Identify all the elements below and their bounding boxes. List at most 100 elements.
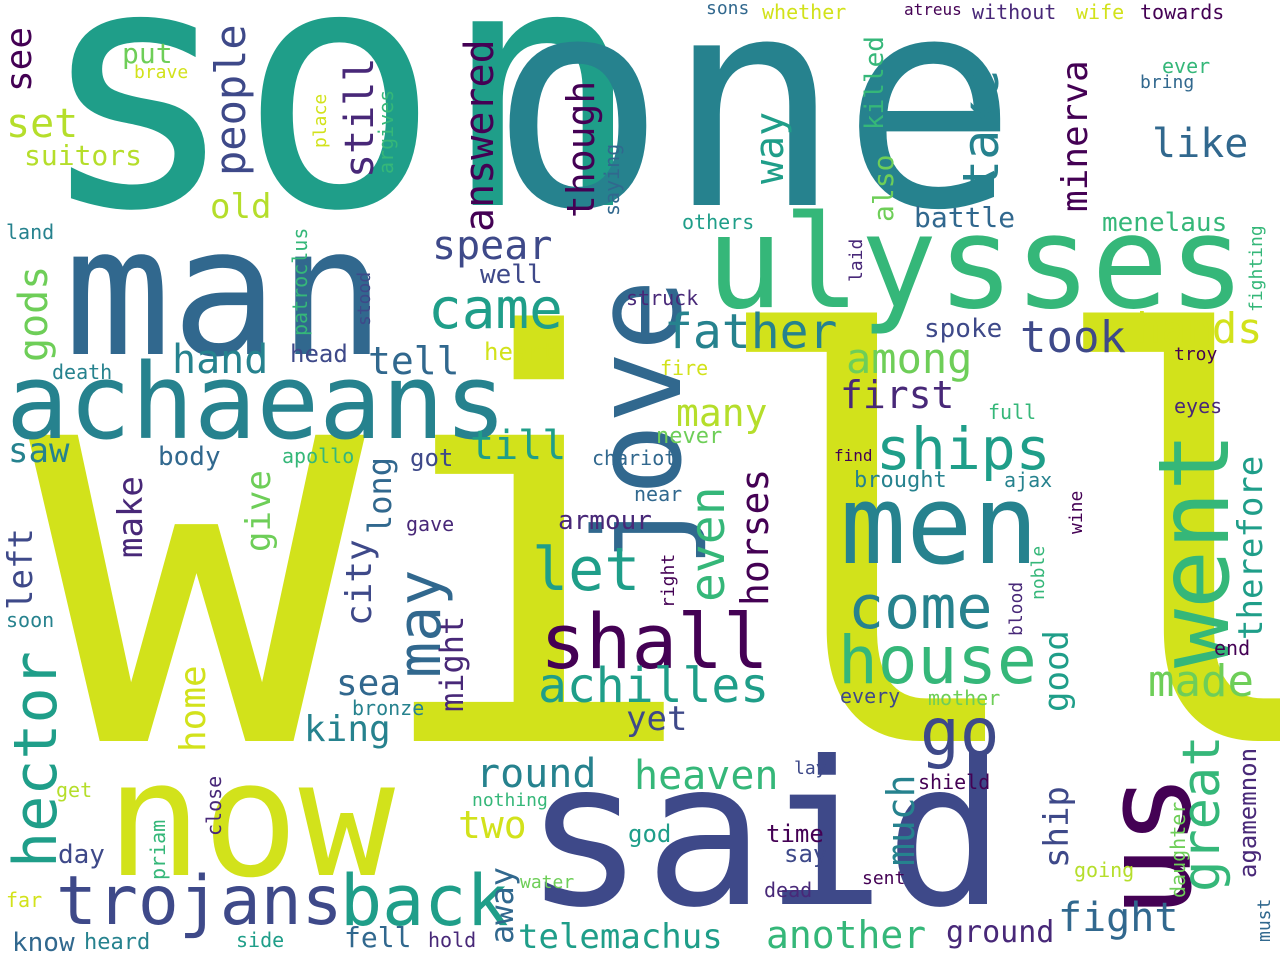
word-let: let xyxy=(532,535,641,605)
word-see: see xyxy=(0,26,40,92)
word-take: take xyxy=(952,69,1010,190)
word-till: till xyxy=(470,423,567,469)
word-gods: gods xyxy=(11,265,57,362)
word-fell: fell xyxy=(344,921,412,954)
word-sea: sea xyxy=(336,663,402,704)
word-way: way xyxy=(747,111,793,184)
word-hand: hand xyxy=(172,337,269,383)
word-father: father xyxy=(664,304,838,360)
word-laid: laid xyxy=(846,238,867,282)
word-now: now xyxy=(106,726,395,913)
word-saw: saw xyxy=(8,431,70,471)
word-many: many xyxy=(676,391,768,435)
word-first: first xyxy=(840,373,955,417)
word-must: must xyxy=(1254,898,1275,942)
word-say: say xyxy=(784,840,828,868)
word-every: every xyxy=(840,684,901,708)
word-far: far xyxy=(6,888,43,912)
word-horses: horses xyxy=(733,468,777,606)
word-god: god xyxy=(628,820,672,848)
word-death: death xyxy=(52,360,113,384)
word-lay: lay xyxy=(794,758,827,779)
word-full: full xyxy=(988,400,1037,424)
word-brought: brought xyxy=(854,468,947,493)
word-among: among xyxy=(846,334,973,383)
word-noble: noble xyxy=(1028,545,1049,600)
word-much: much xyxy=(879,774,923,866)
word-soon: soon xyxy=(6,608,55,632)
word-whether: whether xyxy=(762,0,847,24)
word-fire: fire xyxy=(660,356,709,380)
word-ships: ships xyxy=(876,415,1051,483)
word-will: will xyxy=(28,222,1280,874)
word-answered: answered xyxy=(457,39,503,232)
word-got: got xyxy=(410,444,454,472)
word-atreus: atreus xyxy=(904,0,962,19)
word-put: put xyxy=(122,37,173,70)
word-also: also xyxy=(867,154,900,222)
word-blood: blood xyxy=(1006,581,1027,636)
word-heard: heard xyxy=(84,930,151,955)
word-stood: stood xyxy=(354,271,375,326)
word-hands: hands xyxy=(1136,304,1263,353)
word-side: side xyxy=(236,928,285,952)
word-sons: sons xyxy=(706,0,750,19)
word-dead: dead xyxy=(764,878,813,902)
word-minerva: minerva xyxy=(1055,60,1096,212)
word-long: long xyxy=(361,456,399,534)
word-ajax: ajax xyxy=(1004,468,1053,492)
word-telemachus: telemachus xyxy=(518,917,723,957)
word-gave: gave xyxy=(406,512,455,536)
word-make: make xyxy=(111,476,151,558)
word-ever: ever xyxy=(1162,54,1211,78)
word-land: land xyxy=(6,220,55,244)
word-ship: ship xyxy=(1037,786,1077,868)
word-men: men xyxy=(840,461,1039,589)
word-near: near xyxy=(634,482,683,506)
word-bring: bring xyxy=(1140,72,1195,93)
word-shield: shield xyxy=(918,770,991,794)
word-without: without xyxy=(972,0,1057,24)
word-bronze: bronze xyxy=(352,696,425,720)
word-might: might xyxy=(433,615,471,712)
word-away: away xyxy=(483,866,521,944)
word-killed: killed xyxy=(860,36,890,130)
word-good: good xyxy=(1037,630,1077,712)
word-troy: troy xyxy=(1174,344,1218,365)
word-trojans: trojans xyxy=(56,862,343,941)
word-sent: sent xyxy=(862,868,906,889)
word-mother: mother xyxy=(928,686,1001,710)
word-patroclus: patroclus xyxy=(288,227,312,336)
word-get: get xyxy=(56,778,93,802)
word-took: took xyxy=(1020,312,1126,363)
word-man: man xyxy=(64,189,386,396)
word-fighting: fighting xyxy=(1246,225,1267,312)
word-others: others xyxy=(682,210,755,234)
word-apollo: apollo xyxy=(282,444,355,468)
word-achaeans: achaeans xyxy=(6,341,507,463)
word-another: another xyxy=(766,913,927,957)
word-end: end xyxy=(1214,636,1251,660)
word-two: two xyxy=(458,803,527,847)
word-body: body xyxy=(158,442,221,472)
word-give: give xyxy=(239,470,279,552)
word-well: well xyxy=(480,260,543,290)
word-left: left xyxy=(1,528,41,610)
word-armour: armour xyxy=(558,506,652,536)
word-though: though xyxy=(559,80,603,218)
word-one: one xyxy=(490,0,1018,274)
word-came: came xyxy=(428,277,563,342)
word-chariot: chariot xyxy=(592,446,677,470)
word-never: never xyxy=(656,424,723,449)
word-nothing: nothing xyxy=(472,790,548,811)
word-suitors: suitors xyxy=(24,139,143,172)
word-yet: yet xyxy=(626,699,688,739)
word-day: day xyxy=(58,840,105,870)
word-menelaus: menelaus xyxy=(1102,208,1228,238)
word-agamemnon: agamemnon xyxy=(1234,747,1262,878)
word-went: went xyxy=(1138,431,1252,668)
word-close: close xyxy=(202,775,226,836)
word-brave: brave xyxy=(134,62,189,83)
word-said: said xyxy=(524,719,1006,952)
